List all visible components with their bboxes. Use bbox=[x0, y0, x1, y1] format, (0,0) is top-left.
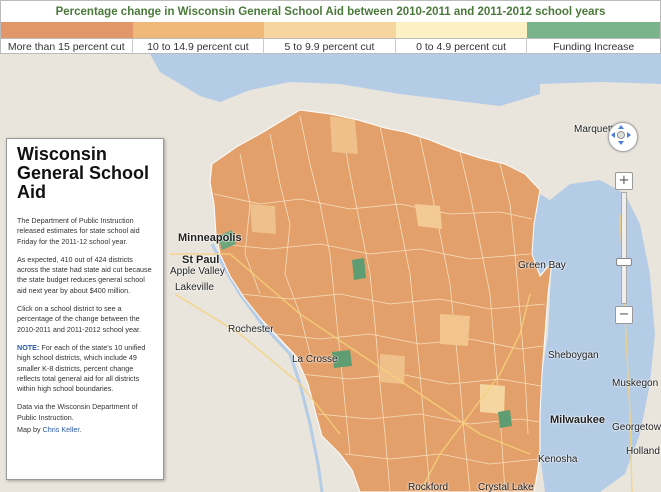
legend-label: 10 to 14.9 percent cut bbox=[133, 39, 265, 54]
legend-label: 5 to 9.9 percent cut bbox=[264, 39, 396, 54]
place-label: Apple Valley bbox=[170, 266, 225, 277]
legend-swatches bbox=[0, 22, 661, 38]
place-label: La Crosse bbox=[292, 354, 338, 365]
pan-hand-icon bbox=[611, 125, 631, 145]
panel-credit: Map by Chris Keller. bbox=[17, 425, 153, 435]
zoom-control[interactable]: + − bbox=[615, 172, 633, 324]
panel-title: Wisconsin General School Aid bbox=[17, 144, 150, 202]
panel-note: NOTE: For each of the state's 10 unified… bbox=[17, 343, 153, 394]
credit-prefix: Map by bbox=[17, 425, 41, 435]
note-text: For each of the state's 10 unified high … bbox=[17, 342, 146, 394]
info-panel: Wisconsin General School Aid The Departm… bbox=[6, 138, 164, 480]
legend-label: More than 15 percent cut bbox=[1, 39, 133, 54]
panel-paragraph-2: As expected, 410 out of 424 districts ac… bbox=[17, 254, 152, 295]
place-label: Rockford bbox=[408, 482, 449, 492]
legend-swatch bbox=[264, 22, 396, 38]
place-label: Minneapolis bbox=[178, 232, 242, 244]
place-label: Milwaukee bbox=[550, 414, 606, 426]
panel-paragraph-3: Click on a school district to see a perc… bbox=[17, 304, 142, 334]
place-label: Georgetown bbox=[612, 422, 661, 433]
map-canvas[interactable]: Minneapolis St Paul Apple Valley Lakeville R… bbox=[0, 54, 661, 492]
legend-swatch bbox=[132, 22, 265, 38]
zoom-slider-track[interactable] bbox=[621, 192, 627, 304]
legend-label: 0 to 4.9 percent cut bbox=[396, 39, 528, 54]
legend-swatch bbox=[395, 22, 528, 38]
legend-swatch bbox=[1, 22, 133, 38]
zoom-out-button[interactable]: − bbox=[615, 306, 633, 324]
panel-paragraph-1: The Department of Public Instruction rel… bbox=[17, 216, 140, 246]
green-bay-water bbox=[532, 194, 560, 274]
place-label: Sheboygan bbox=[548, 350, 599, 361]
place-label: Muskegon bbox=[612, 378, 659, 389]
place-label: Lakeville bbox=[175, 282, 214, 293]
pan-control[interactable] bbox=[608, 122, 638, 152]
note-label: NOTE: bbox=[17, 342, 40, 352]
legend-label: Funding Increase bbox=[553, 40, 635, 53]
place-label: Crystal Lake bbox=[478, 482, 534, 492]
zoom-in-button[interactable]: + bbox=[615, 172, 633, 190]
place-label: Rochester bbox=[228, 324, 274, 335]
mississippi-river bbox=[210, 243, 324, 492]
panel-source: Data via the Wisconsin Department of Pub… bbox=[17, 402, 138, 422]
credit-link[interactable]: Chris Keller. bbox=[42, 425, 82, 435]
place-label: St Paul bbox=[182, 254, 220, 266]
place-label: Holland bbox=[626, 446, 660, 457]
place-label: Marquette bbox=[574, 124, 620, 135]
legend-title: Percentage change in Wisconsin General S… bbox=[0, 0, 661, 22]
lake-superior bbox=[150, 54, 661, 106]
zoom-slider-thumb[interactable] bbox=[616, 258, 632, 266]
legend-labels: More than 15 percent cut 10 to 14.9 perce… bbox=[0, 38, 661, 54]
legend-swatch bbox=[527, 22, 660, 38]
place-label: Kenosha bbox=[538, 454, 578, 465]
place-label: Green Bay bbox=[518, 260, 566, 271]
